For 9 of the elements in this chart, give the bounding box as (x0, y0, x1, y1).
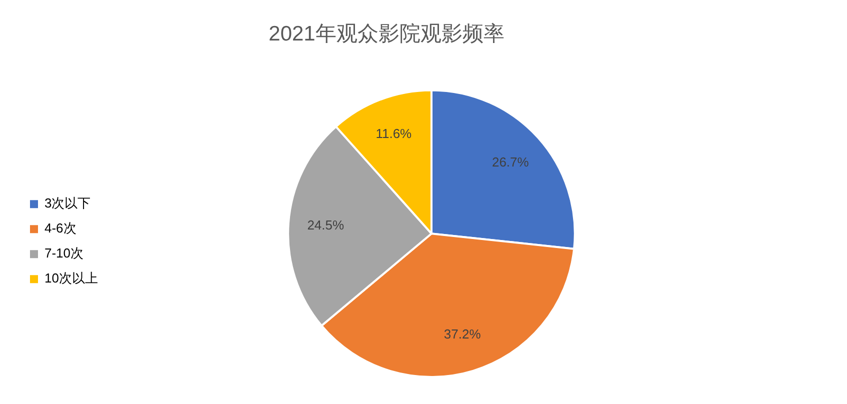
chart-title: 2021年观众影院观影频率 (268, 22, 504, 46)
legend-label: 7-10次 (44, 246, 84, 261)
data-label: 11.6% (376, 126, 412, 142)
legend-label: 10次以上 (44, 270, 98, 286)
legend-label: 3次以下 (44, 196, 91, 211)
legend-label: 4-6次 (44, 220, 76, 236)
data-label: 37.2% (444, 326, 482, 342)
data-label: 24.5% (307, 218, 345, 233)
data-label: 26.7% (492, 154, 530, 170)
